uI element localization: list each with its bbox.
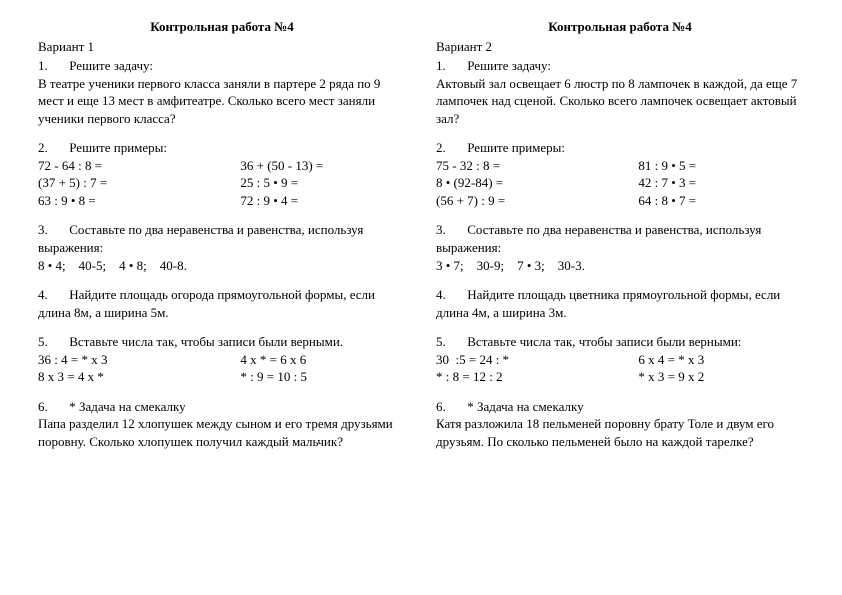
- task1-body: Актовый зал освещает 6 люстр по 8 лампоч…: [436, 76, 797, 126]
- task6-body: Папа разделил 12 хлопушек между сыном и …: [38, 416, 393, 449]
- v2-task1: 1. Решите задачу: Актовый зал освещает 6…: [436, 57, 804, 127]
- expr: * х 3 = 9 х 2: [638, 368, 804, 386]
- expr: 36 + (50 - 13) =: [240, 157, 406, 175]
- task1-head: Решите задачу:: [467, 58, 551, 73]
- v1-task4: 4. Найдите площадь огорода прямоугольной…: [38, 286, 406, 321]
- task2-head: Решите примеры:: [467, 140, 565, 155]
- expr: 63 : 9 • 8 =: [38, 192, 240, 210]
- v1-task2: 2. Решите примеры: 72 - 64 : 8 = (37 + 5…: [38, 139, 406, 209]
- task6-head: * Задача на смекалку: [69, 399, 185, 414]
- v1-task3: 3. Составьте по два неравенства и равенс…: [38, 221, 406, 274]
- task-number: 2.: [436, 139, 464, 157]
- expr: 36 : 4 = * х 3: [38, 351, 240, 369]
- v2-task3: 3. Составьте по два неравенства и равенс…: [436, 221, 804, 274]
- expr: 8 • (92-84) =: [436, 174, 638, 192]
- expr: 75 - 32 : 8 =: [436, 157, 638, 175]
- task6-head: * Задача на смекалку: [467, 399, 583, 414]
- expr: 25 : 5 • 9 =: [240, 174, 406, 192]
- variant-1-name: Вариант 1: [38, 38, 406, 56]
- task-number: 6.: [436, 398, 464, 416]
- expr: 30 :5 = 24 : *: [436, 351, 638, 369]
- v1-task6: 6. * Задача на смекалку Папа разделил 12…: [38, 398, 406, 451]
- task3-body: 3 • 7; 30-9; 7 • 3; 30-3.: [436, 258, 585, 273]
- expr: (56 + 7) : 9 =: [436, 192, 638, 210]
- expr-grid: 36 : 4 = * х 3 8 х 3 = 4 х * 4 х * = 6 х…: [38, 351, 406, 386]
- task-number: 6.: [38, 398, 66, 416]
- task5-head: Вставьте числа так, чтобы записи были ве…: [467, 334, 741, 349]
- expr: 42 : 7 • 3 =: [638, 174, 804, 192]
- expr: (37 + 5) : 7 =: [38, 174, 240, 192]
- title-v1: Контрольная работа №4: [38, 18, 406, 36]
- expr-grid: 72 - 64 : 8 = (37 + 5) : 7 = 63 : 9 • 8 …: [38, 157, 406, 210]
- expr-grid: 75 - 32 : 8 = 8 • (92-84) = (56 + 7) : 9…: [436, 157, 804, 210]
- v2-task2: 2. Решите примеры: 75 - 32 : 8 = 8 • (92…: [436, 139, 804, 209]
- title-v2: Контрольная работа №4: [436, 18, 804, 36]
- task-number: 5.: [436, 333, 464, 351]
- task-number: 5.: [38, 333, 66, 351]
- page: Контрольная работа №4 Вариант 1 1. Решит…: [0, 0, 842, 480]
- v1-task1: 1. Решите задачу: В театре ученики перво…: [38, 57, 406, 127]
- task4-head: Найдите площадь цветника прямоугольной ф…: [436, 287, 780, 320]
- variant-1-column: Контрольная работа №4 Вариант 1 1. Решит…: [38, 18, 406, 462]
- task-number: 1.: [436, 57, 464, 75]
- task6-body: Катя разложила 18 пельменей поровну брат…: [436, 416, 774, 449]
- expr-grid: 30 :5 = 24 : * * : 8 = 12 : 2 6 х 4 = * …: [436, 351, 804, 386]
- expr: 6 х 4 = * х 3: [638, 351, 804, 369]
- task4-head: Найдите площадь огорода прямоугольной фо…: [38, 287, 375, 320]
- task-number: 3.: [38, 221, 66, 239]
- task-number: 1.: [38, 57, 66, 75]
- task1-head: Решите задачу:: [69, 58, 153, 73]
- task3-body: 8 • 4; 40-5; 4 • 8; 40-8.: [38, 258, 187, 273]
- task-number: 2.: [38, 139, 66, 157]
- task-number: 4.: [38, 286, 66, 304]
- expr: 81 : 9 • 5 =: [638, 157, 804, 175]
- v2-task5: 5. Вставьте числа так, чтобы записи были…: [436, 333, 804, 386]
- task-number: 4.: [436, 286, 464, 304]
- v2-task4: 4. Найдите площадь цветника прямоугольно…: [436, 286, 804, 321]
- v1-task5: 5. Вставьте числа так, чтобы записи были…: [38, 333, 406, 386]
- expr: 72 - 64 : 8 =: [38, 157, 240, 175]
- task3-head: Составьте по два неравенства и равенства…: [38, 222, 363, 255]
- task5-head: Вставьте числа так, чтобы записи были ве…: [69, 334, 343, 349]
- expr: 64 : 8 • 7 =: [638, 192, 804, 210]
- variant-2-column: Контрольная работа №4 Вариант 2 1. Решит…: [436, 18, 804, 462]
- expr: 8 х 3 = 4 х *: [38, 368, 240, 386]
- expr: 72 : 9 • 4 =: [240, 192, 406, 210]
- task3-head: Составьте по два неравенства и равенства…: [436, 222, 761, 255]
- expr: * : 8 = 12 : 2: [436, 368, 638, 386]
- task1-body: В театре ученики первого класса заняли в…: [38, 76, 380, 126]
- task-number: 3.: [436, 221, 464, 239]
- variant-2-name: Вариант 2: [436, 38, 804, 56]
- expr: * : 9 = 10 : 5: [240, 368, 406, 386]
- v2-task6: 6. * Задача на смекалку Катя разложила 1…: [436, 398, 804, 451]
- expr: 4 х * = 6 х 6: [240, 351, 406, 369]
- task2-head: Решите примеры:: [69, 140, 167, 155]
